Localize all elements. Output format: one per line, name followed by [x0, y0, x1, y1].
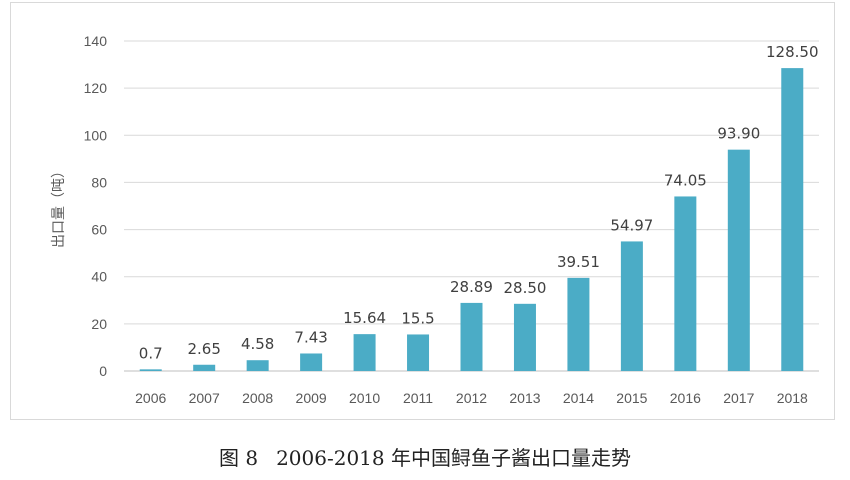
x-axis-ticks: 2006 2007 2008 2009 2010 2011 2012 2013 2014 2015…	[135, 390, 808, 406]
bar-2007	[193, 364, 216, 371]
data-label-2008: 4.58	[241, 335, 274, 353]
bars	[139, 68, 804, 371]
y-tick-label: 80	[91, 174, 107, 190]
figure-caption: 图 8 2006-2018 年中国鲟鱼子酱出口量走势	[0, 442, 850, 471]
x-tick-label-2009: 2009	[296, 390, 327, 406]
y-tick-label: 20	[91, 316, 107, 332]
data-label-2014: 39.51	[557, 253, 600, 271]
data-label-2013: 28.50	[503, 279, 546, 297]
data-label-2018: 128.50	[766, 43, 819, 61]
data-label-2007: 2.65	[187, 340, 220, 358]
bar-2006	[139, 369, 162, 371]
y-tick-label: 40	[91, 269, 107, 285]
y-tick-label: 60	[91, 222, 107, 238]
y-tick-label: 120	[84, 80, 108, 96]
bar-2012	[460, 302, 483, 371]
bar-2008	[246, 360, 269, 371]
x-tick-label-2018: 2018	[777, 390, 808, 406]
bar-2016	[674, 196, 697, 371]
y-axis-ticks: 0 20 40 60 80 100 120 140	[84, 33, 108, 379]
x-tick-label-2011: 2011	[403, 390, 433, 406]
y-tick-label: 100	[84, 127, 108, 143]
x-tick-label-2015: 2015	[616, 390, 647, 406]
bar-2010	[353, 334, 376, 371]
y-tick-label: 140	[84, 33, 108, 49]
bar-2014	[567, 277, 590, 371]
x-tick-label-2007: 2007	[189, 390, 220, 406]
x-tick-label-2008: 2008	[242, 390, 273, 406]
x-tick-label-2013: 2013	[509, 390, 540, 406]
x-tick-label-2010: 2010	[349, 390, 380, 406]
data-label-2017: 93.90	[717, 125, 760, 143]
chart-frame: 0 20 40 60 80 100 120 140 0.7 2.65 4.58 7.43 15.64 1…	[10, 2, 835, 420]
bar-2015	[620, 241, 643, 371]
data-labels: 0.7 2.65 4.58 7.43 15.64 15.5 28.89 28.50 39.51 5…	[139, 43, 819, 362]
y-axis-title: 出口量（吨）	[51, 164, 67, 248]
x-tick-label-2012: 2012	[456, 390, 487, 406]
data-label-2009: 7.43	[294, 328, 327, 346]
bar-2017	[727, 149, 750, 371]
figure-number: 图 8	[218, 446, 259, 470]
y-tick-label: 0	[99, 363, 107, 379]
caption-text: 2006-2018 年中国鲟鱼子酱出口量走势	[276, 446, 631, 470]
x-tick-label-2016: 2016	[670, 390, 701, 406]
data-label-2015: 54.97	[610, 216, 653, 234]
x-tick-label-2017: 2017	[723, 390, 754, 406]
data-label-2011: 15.5	[401, 309, 434, 327]
bar-2009	[300, 353, 323, 371]
data-label-2016: 74.05	[664, 171, 707, 189]
bar-2011	[407, 334, 430, 371]
x-tick-label-2006: 2006	[135, 390, 166, 406]
bar-2018	[781, 68, 804, 371]
data-label-2006: 0.7	[139, 344, 163, 362]
data-label-2012: 28.89	[450, 278, 493, 296]
data-label-2010: 15.64	[343, 309, 386, 327]
x-tick-label-2014: 2014	[563, 390, 594, 406]
bar-chart: 0 20 40 60 80 100 120 140 0.7 2.65 4.58 7.43 15.64 1…	[51, 33, 819, 406]
bar-2013	[513, 303, 536, 371]
